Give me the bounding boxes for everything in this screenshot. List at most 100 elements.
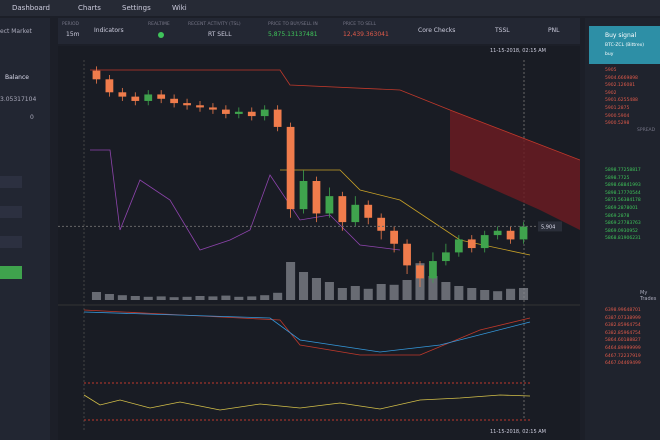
macd-signal (83, 311, 531, 353)
order-row: 5869.27783763 (605, 221, 641, 227)
candle-body (260, 109, 269, 117)
toolbar: PERIOD 15m Indicators REALTIME RECENT AC… (58, 18, 580, 44)
candle-body (234, 111, 243, 114)
volume-bar (221, 295, 231, 300)
order-row: 5873.56384178 (605, 198, 641, 204)
volume-bar (311, 278, 321, 300)
input[interactable] (0, 176, 22, 188)
label: REALTIME (148, 22, 170, 27)
order-row: 5898.7725 (605, 175, 630, 181)
candle-body (118, 92, 127, 97)
button[interactable] (0, 266, 22, 279)
candle-body (312, 181, 321, 214)
indicator-line (90, 149, 401, 251)
label: PRICE TO SELL (343, 22, 377, 27)
volume-bar (169, 297, 179, 300)
order-row: 6467.04469499 (605, 361, 641, 367)
cloud (450, 110, 580, 230)
dropdown[interactable]: Core Checks (418, 27, 456, 34)
volume-bar (389, 284, 399, 300)
candle-body (222, 109, 230, 114)
order-row: 5900.5904 (605, 113, 630, 119)
candle-body (467, 239, 476, 249)
macd-line (83, 309, 531, 356)
candle-body (364, 204, 373, 218)
signal-title: Buy signal (605, 32, 637, 39)
order-row: 6464.89999999 (605, 346, 641, 351)
price-label: 5,904 (541, 224, 555, 230)
label: PRICE TO BUY/SELL IN (268, 22, 318, 27)
volume-bar (454, 286, 464, 300)
dropdown[interactable]: TSSL (495, 27, 510, 34)
candle-body (429, 261, 437, 279)
candle-body (519, 226, 528, 240)
candle-body (183, 103, 191, 106)
volume-bar (363, 288, 373, 300)
balance: 3.05317104 (0, 96, 37, 103)
candle-body (131, 96, 140, 101)
candle-body (493, 230, 502, 236)
dropdown[interactable]: Indicators (94, 27, 124, 34)
volume-bar (182, 296, 192, 300)
right-panel: Buy signal BTC-ZCL (Bittrex) buy 5905 590… (585, 18, 660, 440)
trades-label: My Trades (640, 290, 657, 302)
order-row: 6382.85964754 (605, 330, 641, 336)
order-row: 5868.81906231 (605, 236, 641, 242)
volume-bar (441, 282, 451, 300)
volume-bar (493, 291, 503, 300)
volume-bar (286, 262, 296, 300)
dropdown[interactable]: PNL (548, 27, 560, 34)
order-row: 5869.2878001 (605, 206, 638, 211)
order-row: 5898.68841993 (605, 183, 641, 189)
order-row: 5905 (605, 68, 617, 73)
candle-body (403, 243, 411, 266)
volume-bar (337, 288, 347, 300)
input[interactable] (0, 206, 22, 218)
candle-body (105, 79, 114, 93)
cloud-edge (90, 69, 580, 161)
signal-toast[interactable]: Buy signal BTC-ZCL (Bittrex) buy (589, 26, 660, 64)
volume-bar (376, 284, 386, 300)
candle-body (416, 265, 424, 279)
nav-item[interactable]: Charts (78, 4, 101, 12)
candle-body (92, 70, 101, 80)
candle-body (338, 196, 347, 223)
price-tag (538, 221, 562, 232)
volume-bar (402, 280, 412, 300)
order-row: 6387.07338999 (605, 315, 641, 321)
chart-bg (58, 46, 580, 440)
volume-bar (117, 295, 127, 300)
volume-bar (260, 295, 270, 300)
balance-label: Balance (5, 74, 29, 81)
volume-bar (234, 296, 244, 300)
volume-bar (130, 296, 140, 300)
left-panel: ect Market Balance 3.05317104 0 (0, 18, 50, 440)
volume-bar (324, 282, 334, 300)
nav-item[interactable]: Wiki (172, 4, 187, 12)
candle-body (390, 230, 398, 244)
order-row: 5898.17770544 (605, 190, 641, 196)
volume-bar (104, 294, 114, 300)
candle-body (170, 98, 178, 104)
nav-item[interactable]: Dashboard (12, 4, 50, 12)
market[interactable]: ect Market (0, 28, 32, 35)
value: RT SELL (208, 31, 232, 38)
candle-body (480, 235, 489, 249)
rsi-line (83, 394, 531, 411)
candle-body (196, 105, 204, 108)
balance-zero: 0 (30, 114, 34, 121)
input[interactable] (0, 236, 22, 248)
candle-body (442, 252, 450, 262)
order-row: 5898.77258817 (605, 168, 641, 173)
order-row: 5904.6669898 (605, 75, 638, 81)
candle-body (247, 111, 256, 117)
spread-label: SPREAD (637, 128, 656, 133)
value[interactable]: 15m (66, 31, 80, 38)
order-row: 6467.72237919 (605, 353, 641, 359)
nav-item[interactable]: Settings (122, 4, 151, 12)
order-row: 5902 (605, 90, 617, 96)
order-row: 5864.60188827 (605, 338, 641, 344)
volume-bar (273, 292, 283, 300)
order-row: 6398.99648701 (605, 308, 641, 313)
